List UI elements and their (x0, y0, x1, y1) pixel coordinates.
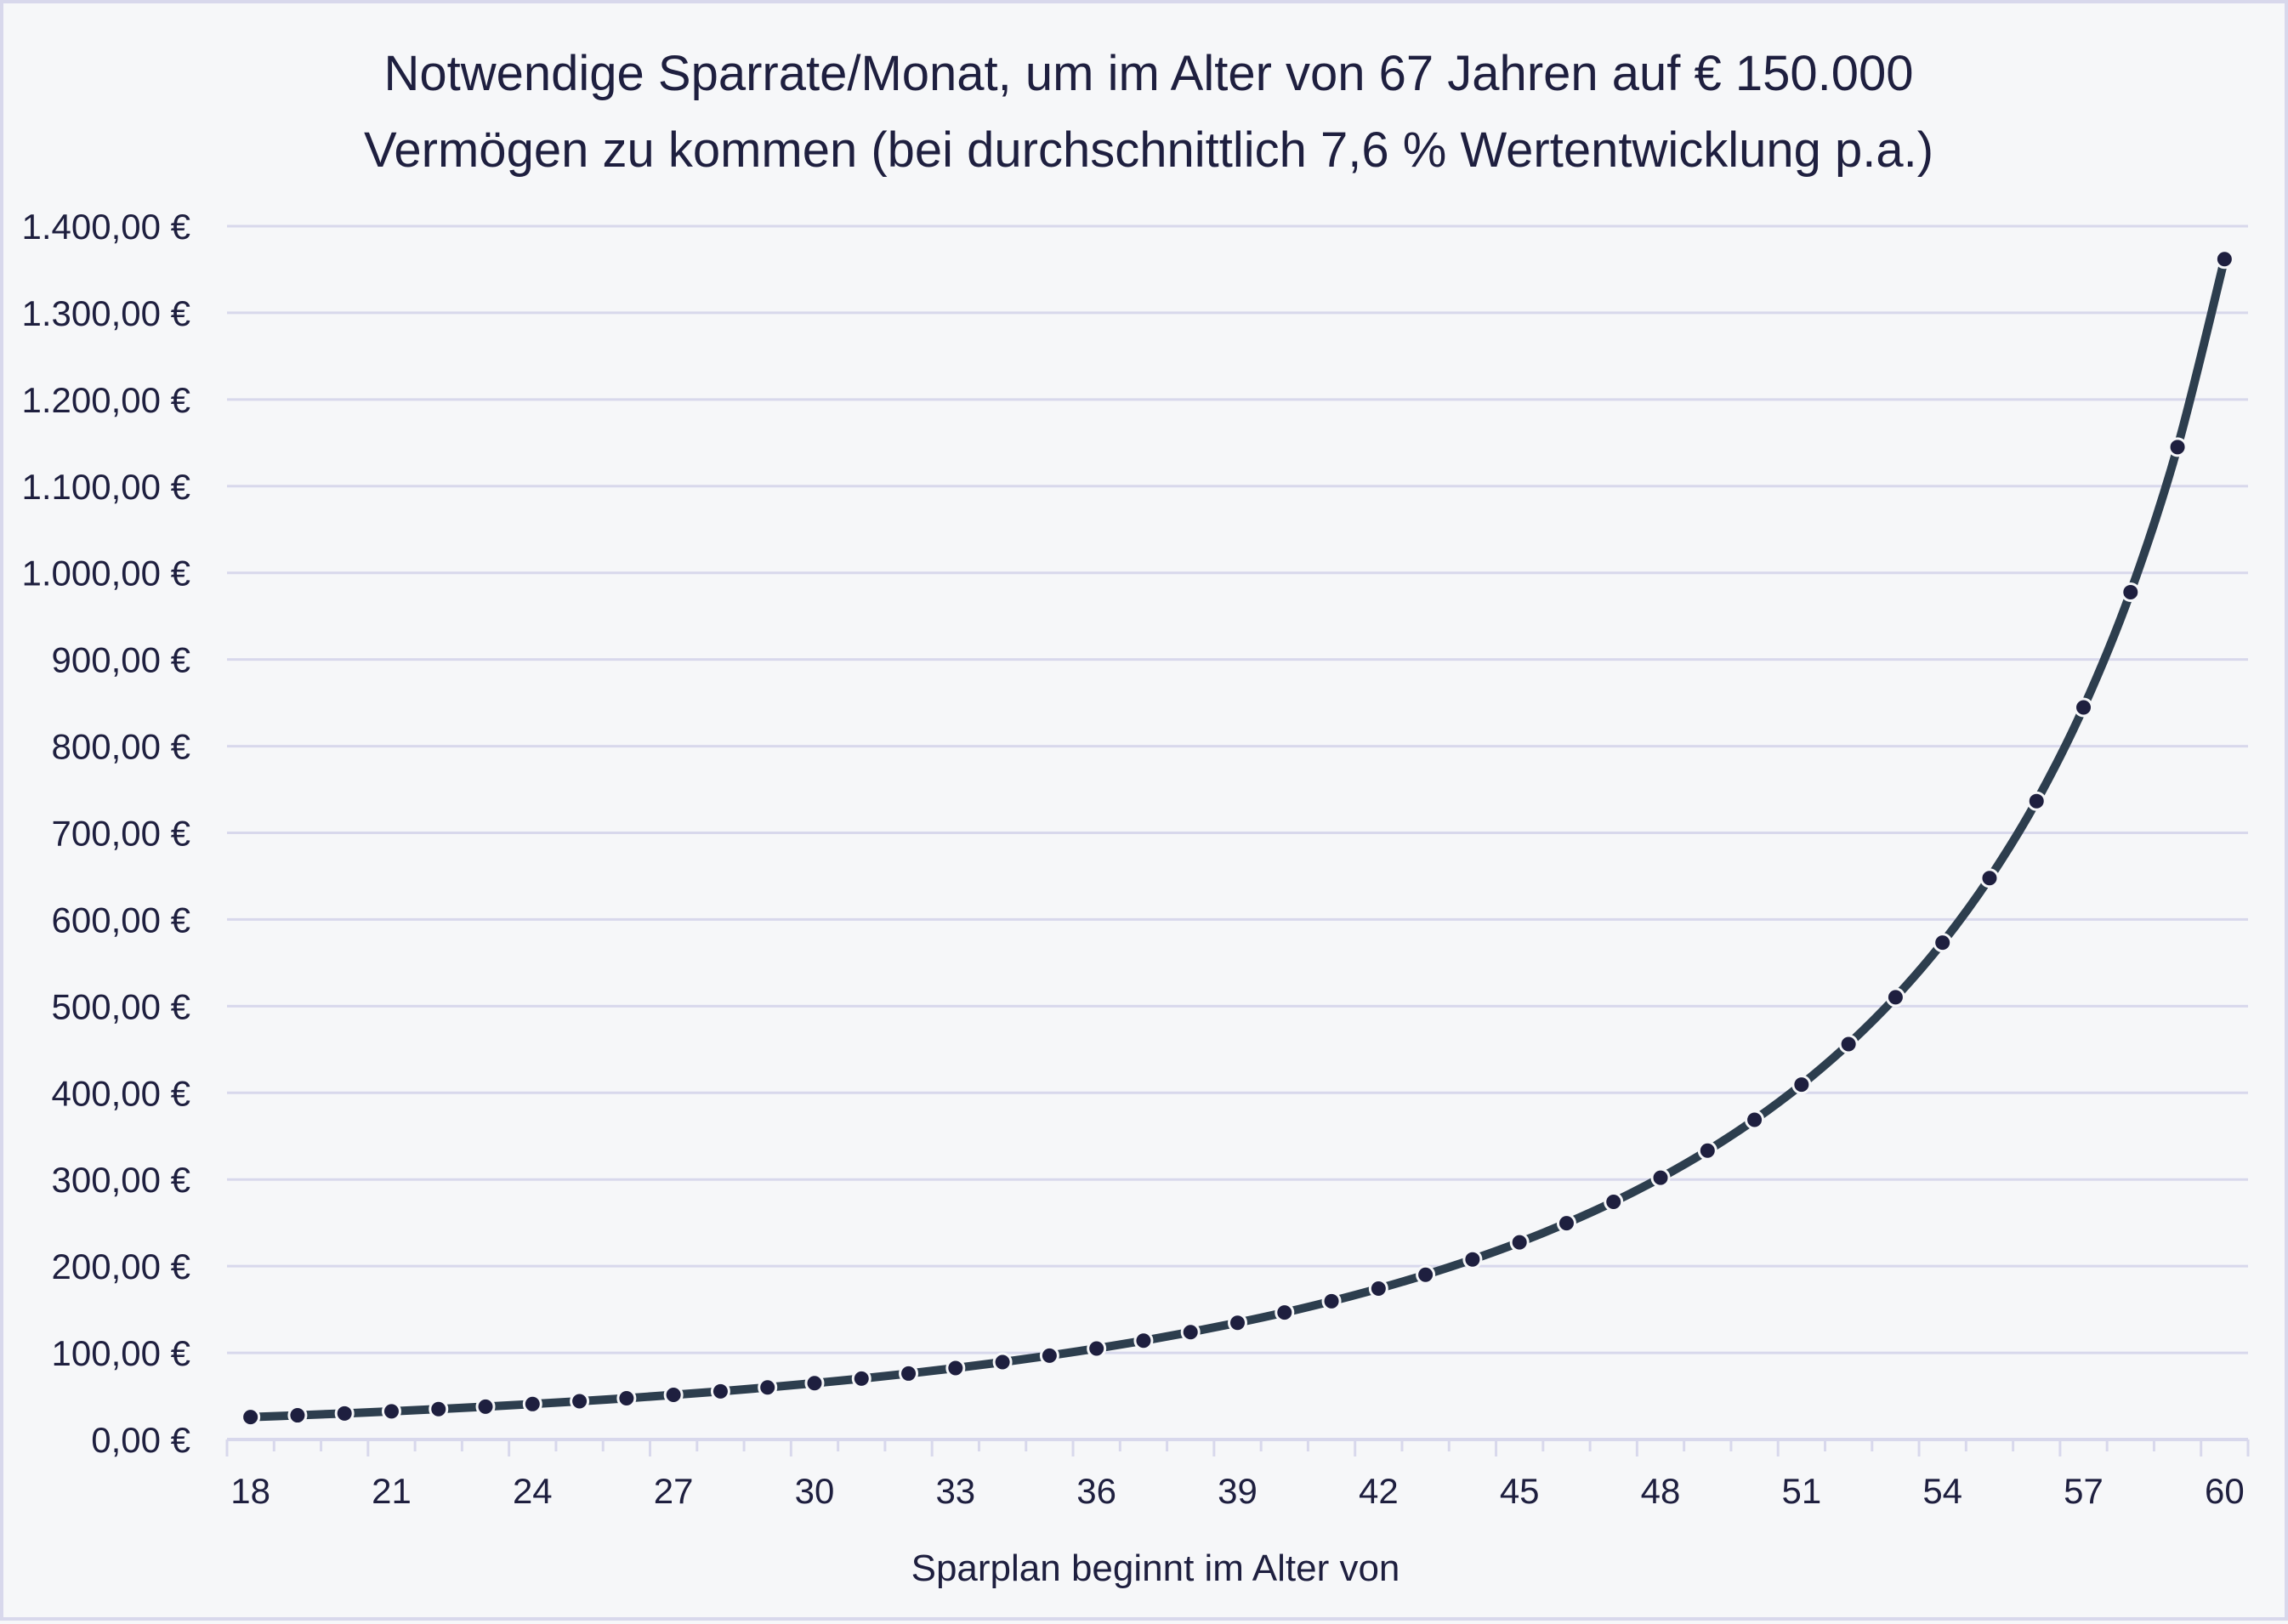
data-point (2214, 249, 2234, 270)
x-tick-label: 45 (1500, 1471, 1540, 1511)
data-point (1180, 1322, 1201, 1343)
data-point (1368, 1279, 1388, 1299)
x-tick-label: 24 (513, 1471, 553, 1511)
data-point (1650, 1167, 1671, 1188)
data-point (1791, 1075, 1812, 1095)
x-tick-label: 36 (1076, 1471, 1116, 1511)
data-point (1416, 1264, 1436, 1285)
series-line-path (250, 258, 2229, 1422)
y-tick-label: 1.200,00 € (21, 380, 190, 420)
x-tick-label: 39 (1218, 1471, 1258, 1511)
data-point (899, 1363, 919, 1383)
data-point (475, 1396, 496, 1417)
y-tick-label: 100,00 € (52, 1333, 191, 1373)
data-point (2121, 582, 2141, 602)
y-tick-label: 1.400,00 € (21, 207, 190, 247)
y-tick-label: 400,00 € (52, 1073, 191, 1113)
series-line (250, 258, 2229, 1422)
chart-title-line-2: Vermögen zu kommen (bei durchschnittlich… (364, 122, 1933, 178)
series-markers (241, 249, 2234, 1428)
data-point (429, 1399, 449, 1419)
data-point (851, 1368, 871, 1388)
data-point (334, 1403, 355, 1423)
y-tick-label: 1.100,00 € (21, 467, 190, 507)
data-point (241, 1407, 261, 1428)
x-tick-label: 21 (372, 1471, 412, 1511)
x-tick-label: 33 (935, 1471, 975, 1511)
data-point (381, 1401, 401, 1422)
data-point (945, 1358, 966, 1378)
data-point (1604, 1192, 1624, 1212)
data-point (1321, 1291, 1342, 1311)
x-tick-label: 30 (795, 1471, 835, 1511)
data-point (1087, 1338, 1107, 1359)
data-point (1979, 868, 2000, 889)
data-point (758, 1377, 778, 1398)
data-point (1462, 1249, 1483, 1269)
y-tick-label: 200,00 € (52, 1246, 191, 1286)
y-tick-label: 800,00 € (52, 727, 191, 767)
y-axis-ticks: 0,00 € 100,00 € 200,00 € 300,00 € 400,00 € 50… (21, 207, 190, 1460)
y-tick-label: 1.000,00 € (21, 554, 190, 593)
data-point (2167, 437, 2188, 457)
line-chart: Notwendige Sparrate/Monat, um im Alter v… (21, 46, 2250, 1589)
x-tick-label: 18 (230, 1471, 270, 1511)
data-point (1556, 1213, 1576, 1234)
y-tick-label: 300,00 € (52, 1160, 191, 1200)
y-tick-label: 600,00 € (52, 900, 191, 940)
data-point (1275, 1303, 1295, 1323)
x-tick-label: 51 (1781, 1471, 1821, 1511)
x-tick-label: 60 (2205, 1471, 2245, 1511)
y-tick-label: 500,00 € (52, 986, 191, 1026)
data-point (2026, 791, 2047, 811)
data-point (992, 1352, 1013, 1372)
x-tick-label: 54 (1922, 1471, 1962, 1511)
data-point (1933, 933, 1953, 953)
x-tick-label: 42 (1359, 1471, 1399, 1511)
data-point (616, 1388, 637, 1408)
data-point (804, 1373, 825, 1394)
data-point (1133, 1331, 1154, 1351)
data-point (1885, 987, 1905, 1008)
data-point (522, 1394, 542, 1414)
x-axis: 18 21 24 27 30 33 36 39 42 45 48 51 54 57 60 (225, 1438, 2250, 1511)
x-tick-label: 48 (1641, 1471, 1681, 1511)
x-tick-label: 57 (2064, 1471, 2103, 1511)
y-tick-label: 0,00 € (91, 1420, 190, 1460)
y-tick-label: 1.300,00 € (21, 293, 190, 333)
chart-title-line-1: Notwendige Sparrate/Monat, um im Alter v… (383, 46, 1913, 101)
data-point (1228, 1313, 1247, 1333)
x-tick-label: 27 (654, 1471, 694, 1511)
data-point (287, 1405, 308, 1426)
data-point (570, 1391, 590, 1411)
gridlines (227, 224, 2248, 1354)
y-tick-label: 900,00 € (52, 640, 191, 680)
data-point (1697, 1140, 1717, 1161)
data-point (2074, 697, 2094, 718)
data-point (1838, 1034, 1859, 1054)
y-tick-label: 700,00 € (52, 814, 191, 854)
data-point (1745, 1110, 1765, 1130)
data-point (1039, 1345, 1059, 1366)
data-point (710, 1381, 730, 1401)
x-axis-title: Sparplan beginnt im Alter von (911, 1547, 1400, 1589)
data-point (1509, 1232, 1530, 1252)
data-point (663, 1385, 684, 1405)
